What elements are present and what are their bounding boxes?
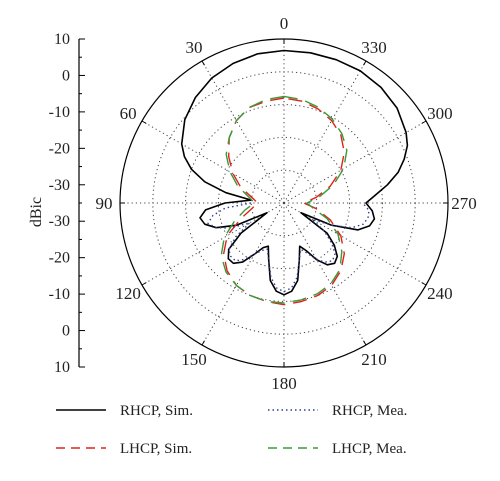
left-radial-axis: 10 0 -10 -20 -30 -30 -20 -10 0 10 xyxy=(49,31,85,376)
axis-tick-label: 0 xyxy=(62,323,70,340)
axis-tick-label: -20 xyxy=(49,140,70,157)
grid-spoke xyxy=(141,120,285,204)
legend-label: RHCP, Mea. xyxy=(332,403,407,419)
series-layer xyxy=(180,49,409,306)
legend-label: LHCP, Mea. xyxy=(332,441,407,457)
outer-tick xyxy=(141,120,147,124)
legend-label: RHCP, Sim. xyxy=(120,403,193,419)
axis-tick-label: 10 xyxy=(54,31,70,48)
angle-tick-label: 60 xyxy=(120,104,137,123)
angle-tick-label: 330 xyxy=(361,38,387,57)
axis-tick-label: -20 xyxy=(49,250,70,267)
outer-tick xyxy=(421,282,427,286)
axis-tick-label: -30 xyxy=(49,177,70,194)
angle-tick-label: 90 xyxy=(96,194,113,213)
angle-tick-label: 120 xyxy=(115,284,141,303)
grid-spoke xyxy=(283,120,427,204)
legend: RHCP, Sim. RHCP, Mea. LHCP, Sim. LHCP, Mea. xyxy=(56,403,407,457)
axis-tick-label: -30 xyxy=(49,213,70,230)
angle-tick-label: 150 xyxy=(181,350,207,369)
axis-tick-label: 10 xyxy=(54,359,70,376)
series-line xyxy=(220,95,348,304)
grid-spoke xyxy=(283,60,367,204)
outer-tick xyxy=(363,340,367,346)
outer-tick xyxy=(201,340,205,346)
grid-ring xyxy=(250,169,318,237)
angle-tick-label: 300 xyxy=(427,104,453,123)
outer-tick xyxy=(421,120,427,124)
series-line xyxy=(180,49,409,296)
axis-tick-label: 0 xyxy=(62,67,70,84)
angle-tick-label: 240 xyxy=(427,284,453,303)
legend-label: LHCP, Sim. xyxy=(120,441,192,457)
outer-tick xyxy=(201,60,205,66)
grid-spoke xyxy=(201,60,285,204)
outer-tick xyxy=(141,282,147,286)
angle-tick-label: 0 xyxy=(280,14,289,33)
grid-spoke xyxy=(283,202,367,346)
angle-tick-label: 210 xyxy=(361,350,387,369)
series-line xyxy=(223,97,345,306)
outer-tick xyxy=(363,60,367,66)
series-line xyxy=(207,202,370,293)
polar-grid xyxy=(119,38,449,368)
grid-ring xyxy=(185,104,383,302)
angle-tick-label: 180 xyxy=(271,374,297,393)
y-axis-label: dBic xyxy=(28,197,45,227)
angle-tick-label: 30 xyxy=(186,38,203,57)
axis-tick-label: -10 xyxy=(49,286,70,303)
grid-ring xyxy=(217,136,351,270)
angle-tick-label: 270 xyxy=(451,194,477,213)
angle-labels: 0 30 60 90 120 150 180 210 240 270 300 330 xyxy=(96,14,477,393)
axis-tick-label: -10 xyxy=(49,104,70,121)
